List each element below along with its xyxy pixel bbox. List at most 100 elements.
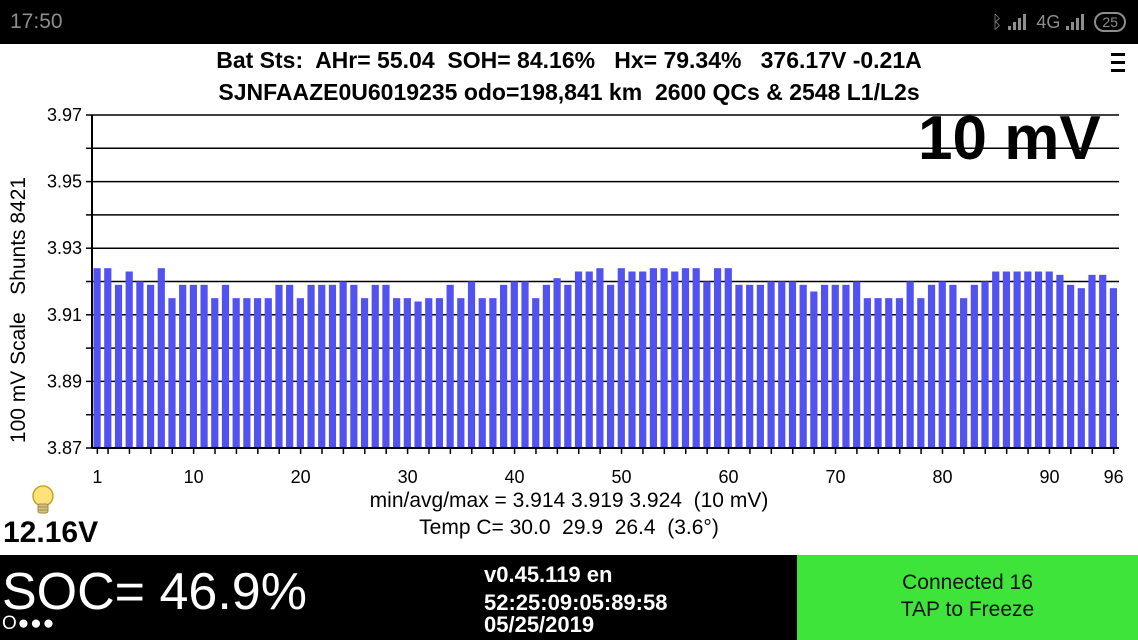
bar-cell-58 xyxy=(703,281,711,448)
bar-cell-54 xyxy=(660,268,668,448)
bar-cell-88 xyxy=(1024,271,1032,448)
bar-cell-40 xyxy=(510,281,518,448)
x-tick-label: 96 xyxy=(1104,467,1124,487)
y-tick-label: 3.87 xyxy=(47,438,82,458)
bar-cell-59 xyxy=(713,268,722,448)
x-tick-label: 50 xyxy=(612,467,632,487)
bar-cell-51 xyxy=(628,271,636,448)
bar-cell-74 xyxy=(874,298,882,448)
bar-cell-21 xyxy=(307,284,315,448)
bar-cell-25 xyxy=(350,284,358,448)
bar-cell-42 xyxy=(532,298,540,448)
bar-cell-50 xyxy=(617,268,625,448)
bar-cell-28 xyxy=(382,284,390,448)
bar-cell-87 xyxy=(1013,271,1021,448)
bar-cell-64 xyxy=(767,281,775,448)
bar-cell-11 xyxy=(200,284,208,448)
bar-cell-90 xyxy=(1045,271,1053,448)
connection-status: Connected 16 xyxy=(902,571,1033,594)
bar-cell-76 xyxy=(895,298,904,448)
x-tick-label: 10 xyxy=(184,467,204,487)
bar-cell-78 xyxy=(917,298,925,448)
bar-cell-94 xyxy=(1088,274,1096,448)
bar-cell-66 xyxy=(788,281,797,448)
bar-cell-24 xyxy=(339,281,347,448)
bar-cell-63 xyxy=(756,284,764,448)
aux-battery-voltage: 12.16V xyxy=(3,516,99,549)
bar-cell-71 xyxy=(842,284,850,448)
bar-cell-2 xyxy=(104,268,112,448)
bar-cell-41 xyxy=(521,281,529,448)
battery-status-line: Bat Sts: AHr= 55.04 SOH= 84.16% Hx= 79.3… xyxy=(216,47,922,73)
bar-cell-30 xyxy=(403,298,411,448)
x-tick-labels: 1 10 20 30 40 50 60 70 80 90 96 xyxy=(92,467,1123,487)
bar-cell-83 xyxy=(970,284,978,448)
bar-cell-95 xyxy=(1099,274,1107,448)
bar-cell-8 xyxy=(168,298,176,448)
bar-cell-82 xyxy=(960,298,968,448)
bar-cell-62 xyxy=(746,284,754,448)
vehicle-info-line: SJNFAAZE0U6019235 odo=198,841 km 2600 QC… xyxy=(218,79,920,105)
bar-cell-32 xyxy=(425,298,433,448)
bar-cell-10 xyxy=(189,284,197,448)
temperature-stats: Temp C= 30.0 29.9 26.4 (3.6°) xyxy=(419,516,719,539)
bar-cell-37 xyxy=(478,298,486,448)
cell-voltage-chart: 3.97 3.95 3.93 3.91 3.89 3.87 1 10 20 30 40 50 60 70… xyxy=(47,105,1124,487)
bar-cell-35 xyxy=(457,298,465,448)
x-tick-label: 90 xyxy=(1039,467,1059,487)
bar-cell-79 xyxy=(927,284,936,448)
bar-cell-14 xyxy=(232,298,240,448)
bar-cell-16 xyxy=(253,298,262,448)
bar-cell-44 xyxy=(553,278,561,448)
signal-icon xyxy=(1008,14,1030,30)
bar-cell-56 xyxy=(681,268,690,448)
x-tick-label: 1 xyxy=(92,467,102,487)
bar-cell-13 xyxy=(221,284,230,448)
bar-cell-9 xyxy=(179,284,187,448)
menu-icon[interactable] xyxy=(1111,53,1125,73)
bar-cell-22 xyxy=(318,284,326,448)
bar-cell-20 xyxy=(296,298,304,448)
bar-cell-26 xyxy=(360,298,369,448)
signal-icon-2 xyxy=(1066,14,1088,30)
version-label: v0.45.119 en xyxy=(484,562,613,587)
bar-cell-4 xyxy=(125,271,133,448)
chart-grid xyxy=(92,114,1119,449)
chart-axes xyxy=(86,114,1119,454)
bar-cell-55 xyxy=(671,271,679,448)
network-type: 4G xyxy=(1036,11,1061,32)
bar-cell-53 xyxy=(649,268,657,448)
bar-cell-81 xyxy=(949,284,957,448)
bar-cell-93 xyxy=(1077,288,1085,448)
bar-cell-34 xyxy=(446,284,454,448)
bar-cell-19 xyxy=(286,284,294,448)
x-tick-label: 70 xyxy=(825,467,845,487)
battery-icon: 25 xyxy=(1094,12,1126,32)
x-tick-label: 20 xyxy=(291,467,311,487)
bar-cell-68 xyxy=(810,291,818,448)
bar-cell-29 xyxy=(393,298,401,448)
freeze-button[interactable]: Connected 16 TAP to Freeze xyxy=(797,555,1138,640)
bar-cell-52 xyxy=(639,271,647,448)
bar-cell-46 xyxy=(574,271,583,448)
device-id: 52:25:09:05:89:58 xyxy=(484,590,668,615)
y-tick-label: 3.91 xyxy=(47,305,82,325)
bar-cell-61 xyxy=(735,284,743,448)
bar-cell-80 xyxy=(938,281,946,448)
scale-label: 10 mV xyxy=(918,104,1101,173)
bar-cell-65 xyxy=(778,281,786,448)
bar-cell-47 xyxy=(585,271,593,448)
bar-cell-91 xyxy=(1056,274,1064,448)
bar-cell-49 xyxy=(607,284,615,448)
bar-cell-72 xyxy=(853,281,861,448)
chart-bars xyxy=(93,268,1117,448)
bar-cell-5 xyxy=(136,281,144,448)
y-tick-label: 3.93 xyxy=(47,238,82,258)
bar-cell-70 xyxy=(831,284,839,448)
page-indicator: O●●● xyxy=(2,613,56,634)
x-tick-label: 40 xyxy=(505,467,525,487)
x-tick-label: 30 xyxy=(398,467,418,487)
bar-cell-67 xyxy=(799,284,807,448)
bar-cell-6 xyxy=(146,284,155,448)
y-tick-label: 3.97 xyxy=(47,105,82,125)
